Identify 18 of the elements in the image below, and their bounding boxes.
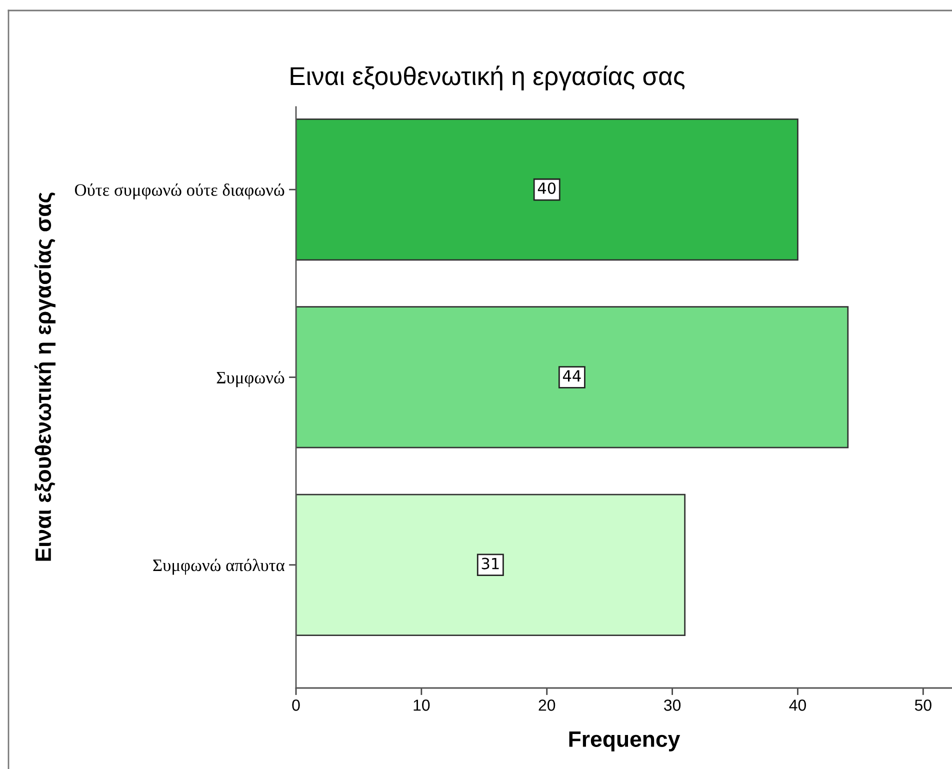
- data-label: 40: [538, 182, 556, 194]
- x-axis-title: Frequency: [569, 731, 680, 752]
- x-tick-label: 0: [292, 700, 300, 711]
- y-tick-label: Συμφωνώ απόλυτα: [153, 558, 284, 575]
- data-label: 31: [482, 558, 499, 570]
- y-tick-label: Συμφωνώ: [216, 371, 284, 388]
- bar: [296, 306, 849, 448]
- data-label: 44: [562, 370, 581, 382]
- x-tick-label: 20: [538, 700, 556, 711]
- y-tick-label: Ούτε συμφωνώ ούτε διαφωνώ: [74, 183, 284, 200]
- chart-title: Ειναι εξουθενωτική η εργασίας σας: [290, 66, 685, 90]
- x-tick-label: 50: [914, 700, 932, 711]
- x-tick-label: 30: [664, 700, 681, 711]
- x-tick-label: 40: [789, 700, 806, 711]
- x-tick-label: 10: [414, 700, 430, 711]
- bar: [296, 118, 798, 261]
- bar: [296, 494, 686, 636]
- y-axis-title: Ειναι εξουθενωτική η εργασίας σας: [34, 192, 56, 561]
